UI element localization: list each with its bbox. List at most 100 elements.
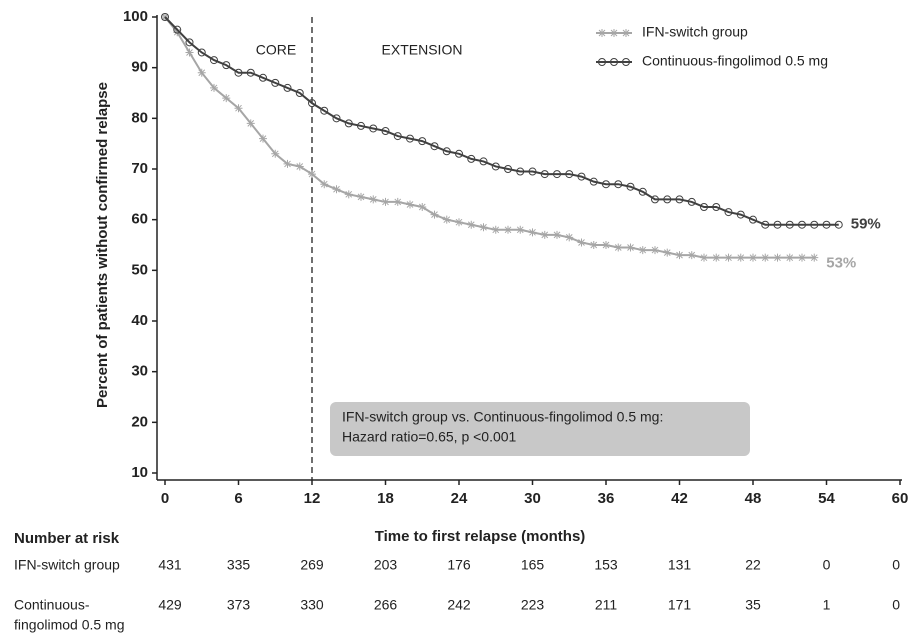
censor-marker <box>504 225 512 234</box>
x-tick-label: 60 <box>892 490 909 507</box>
censor-marker <box>589 177 598 186</box>
x-tick-label: 0 <box>161 490 169 507</box>
censor-marker <box>406 200 414 209</box>
censor-marker <box>406 134 414 143</box>
censor-marker <box>442 215 451 224</box>
x-tick-label: 42 <box>671 490 688 507</box>
censor-marker <box>651 195 659 204</box>
censor-marker <box>577 238 586 247</box>
censor-marker <box>455 218 463 227</box>
censor-marker <box>197 48 206 57</box>
censor-marker <box>430 142 439 151</box>
censor-marker <box>675 195 684 204</box>
y-tick-label: 90 <box>131 59 148 76</box>
risk-count: 242 <box>447 597 471 613</box>
censor-marker <box>393 132 402 141</box>
censor-marker <box>553 170 561 179</box>
legend-marker <box>610 29 618 37</box>
censor-marker <box>308 99 316 108</box>
y-tick-label: 100 <box>123 8 148 25</box>
censor-marker <box>675 251 684 260</box>
risk-count: 1 <box>823 597 831 613</box>
censor-marker <box>344 119 353 128</box>
censor-marker <box>455 149 463 158</box>
censor-marker <box>197 68 206 77</box>
censor-marker <box>736 210 745 219</box>
censor-marker <box>712 253 721 262</box>
x-tick-label: 12 <box>304 490 321 507</box>
censor-marker <box>283 83 292 92</box>
censor-marker <box>357 121 365 130</box>
censor-marker <box>626 243 635 252</box>
censor-marker <box>344 190 353 199</box>
x-tick-label: 48 <box>745 490 762 507</box>
censor-marker <box>332 114 341 123</box>
censor-marker <box>479 157 488 166</box>
y-tick-label: 60 <box>131 211 148 228</box>
censor-marker <box>528 228 537 237</box>
censor-marker <box>173 25 182 34</box>
censor-marker <box>491 225 500 234</box>
censor-marker <box>516 225 525 234</box>
censor-marker <box>565 233 574 242</box>
y-tick-label: 50 <box>131 261 148 278</box>
censor-marker <box>491 162 500 171</box>
censor-marker <box>638 246 647 255</box>
censor-marker <box>785 253 794 262</box>
legend-marker <box>622 58 630 66</box>
censor-marker <box>773 253 782 262</box>
censor-marker <box>516 167 525 176</box>
x-tick-label: 6 <box>234 490 242 507</box>
censor-marker <box>467 220 476 229</box>
censor-marker <box>479 223 488 232</box>
censor-marker <box>222 61 231 70</box>
censor-marker <box>467 154 476 163</box>
censor-marker <box>308 170 316 179</box>
censor-marker <box>589 241 598 249</box>
censor-marker <box>749 215 757 224</box>
censor-marker <box>185 48 194 57</box>
censor-marker <box>736 253 745 262</box>
risk-count: 211 <box>595 597 618 613</box>
censor-marker <box>528 167 537 176</box>
risk-count: 0 <box>892 597 900 613</box>
censor-marker <box>430 210 439 219</box>
censor-marker <box>381 197 390 206</box>
censor-marker <box>687 197 696 206</box>
risk-title: Number at risk <box>14 530 120 547</box>
censor-marker <box>553 230 561 239</box>
risk-count: 269 <box>300 557 324 573</box>
censor-marker <box>724 253 733 262</box>
end-label: 53% <box>826 255 856 272</box>
risk-count: 171 <box>668 597 692 613</box>
censor-marker <box>724 208 733 217</box>
censor-marker <box>785 220 794 229</box>
censor-marker <box>626 182 635 191</box>
censor-marker <box>369 124 378 133</box>
censor-marker <box>234 104 243 113</box>
censor-marker <box>161 13 169 21</box>
y-tick-label: 30 <box>131 363 148 380</box>
risk-count: 0 <box>892 557 900 573</box>
censor-marker <box>393 197 402 206</box>
censor-marker <box>798 253 806 262</box>
risk-count: 176 <box>447 557 471 573</box>
risk-row-label: fingolimod 0.5 mg <box>14 617 125 633</box>
censor-marker <box>761 253 770 262</box>
censor-marker <box>749 253 757 262</box>
censor-marker <box>369 195 378 204</box>
risk-count: 429 <box>158 597 182 613</box>
legend-marker <box>598 58 606 66</box>
legend-marker <box>610 58 618 66</box>
censor-marker <box>185 38 194 47</box>
legend-label: IFN-switch group <box>642 24 748 40</box>
censor-marker <box>320 106 329 115</box>
censor-marker <box>614 180 623 189</box>
censor-marker <box>798 220 806 229</box>
y-tick-label: 40 <box>131 312 148 329</box>
risk-row-label: Continuous- <box>14 597 90 613</box>
period-label: EXTENSION <box>382 42 463 58</box>
censor-marker <box>332 185 341 194</box>
censor-marker <box>663 195 672 204</box>
